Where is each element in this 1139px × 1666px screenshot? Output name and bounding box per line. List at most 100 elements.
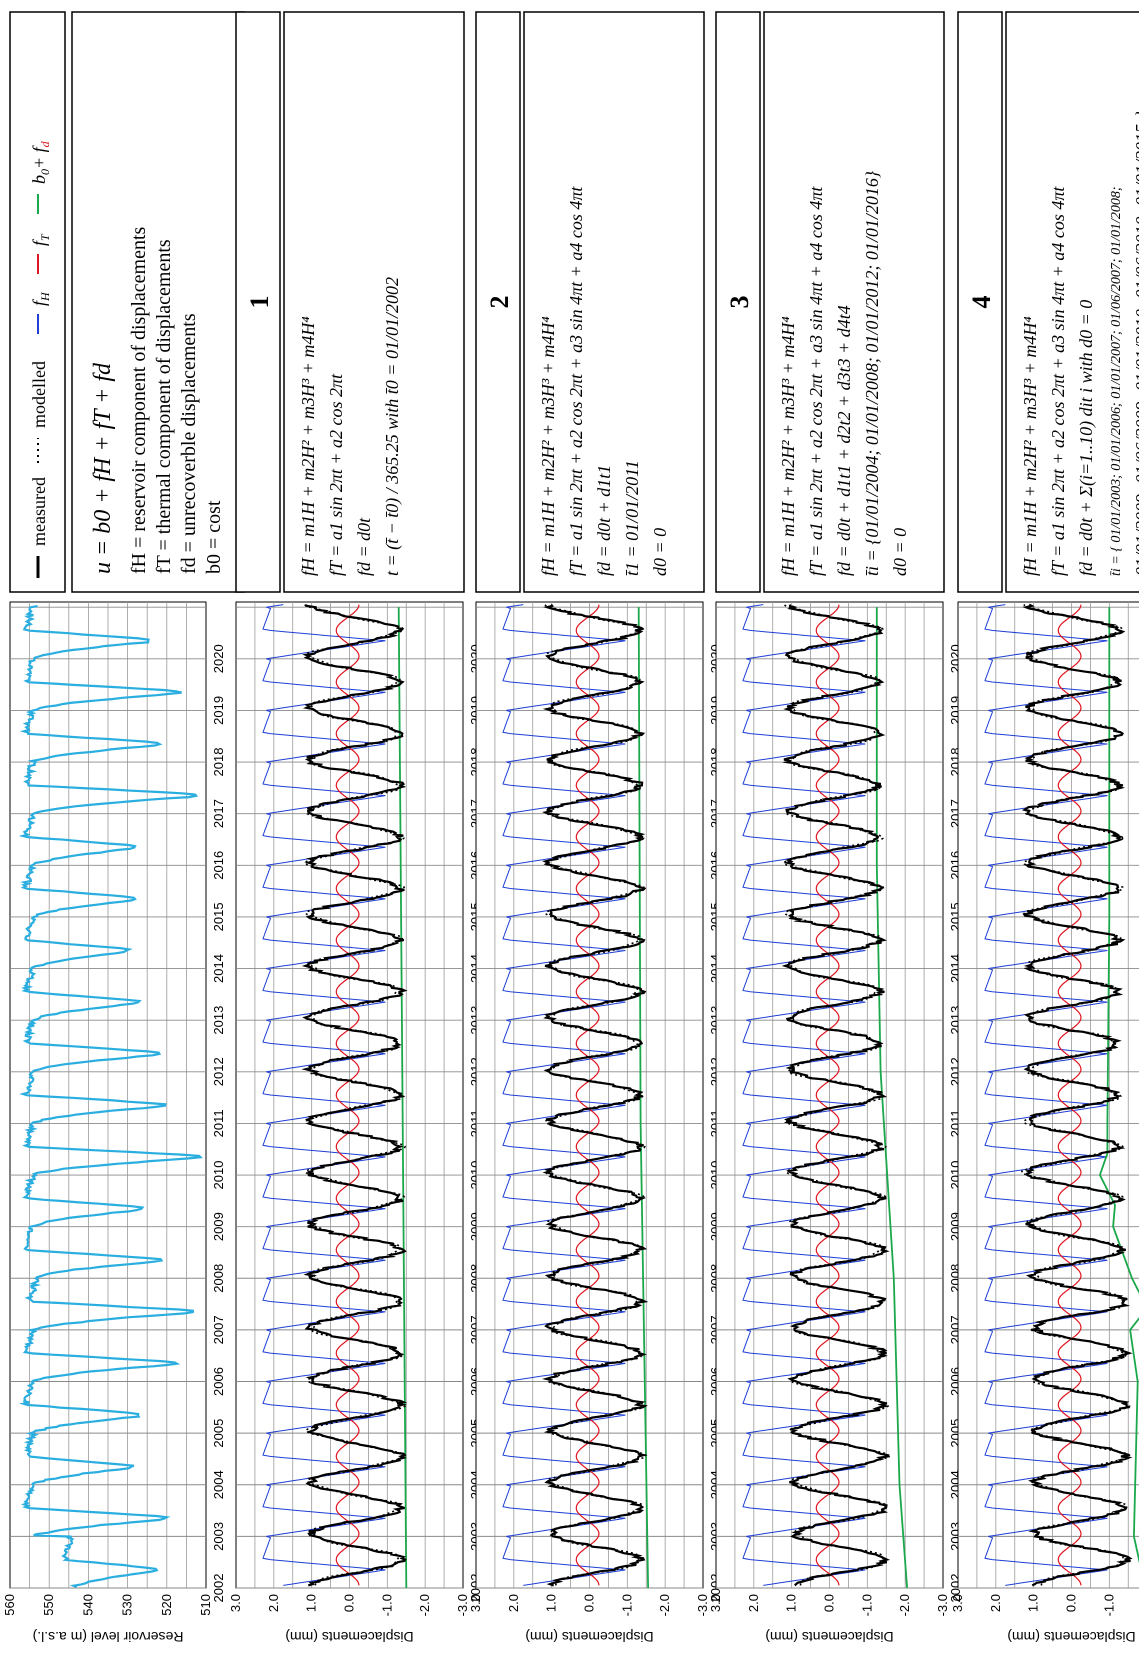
y-tick-label: 3.0 [950, 1594, 965, 1612]
y-tick-label: 1.0 [784, 1594, 799, 1612]
y-tick-label: 550 [41, 1594, 56, 1616]
x-tick-label: 2002 [211, 1574, 226, 1603]
y-tick-label: 0.0 [822, 1594, 837, 1612]
model-number-box [957, 11, 1003, 593]
y-tick-label: -3.0 [935, 1594, 950, 1616]
series-fT [575, 604, 600, 1586]
x-tick-label: 2003 [211, 1522, 226, 1551]
series-reservoir-level [18, 605, 203, 1589]
model-formula-box [1005, 11, 1139, 593]
model-formula-line: t̄i = { 01/01/2003; 01/01/2006; 01/01/20… [1109, 186, 1124, 576]
model-number-box [475, 11, 521, 593]
x-tick-label: 2013 [211, 1006, 226, 1035]
model-variant-boxes: 1 fH = m1H + m2H² + m3H³ + m4H⁴ fT = a1 si… [235, 11, 1139, 593]
model-formula-line: t̄i = {01/01/2004; 01/01/2008; 01/01/201… [862, 170, 882, 576]
series-b0-fd [637, 607, 649, 1589]
model-formula-line: d0 = 0 [650, 528, 670, 576]
series-measured [781, 604, 891, 1587]
legend: measured modelled fH fT b0+ fd [9, 11, 66, 593]
y-axis-label: Displacements (mm) [285, 1629, 413, 1645]
y-tick-label: 540 [80, 1594, 95, 1616]
x-tick-label: 2017 [211, 799, 226, 828]
series-modelled [303, 603, 407, 1586]
model-formula-line: fT = a1 sin 2πt + a2 cos 2πt + a3 sin 4π… [1048, 186, 1068, 576]
x-tick-label: 2006 [211, 1367, 226, 1396]
model-formula-line: 01/01/2009; 01/06/2009; 01/01/2010; 01/0… [1132, 110, 1139, 576]
x-tick-label: 2020 [211, 644, 226, 673]
chart-panel-3: 2002200320042005200620072008200920102011… [708, 601, 963, 1645]
y-tick-label: -1.0 [379, 1594, 394, 1616]
x-tick-label: 2009 [211, 1212, 226, 1241]
x-tick-label: 2005 [211, 1419, 226, 1448]
model-line-4: b0 = cost [203, 500, 225, 574]
y-tick-label: 520 [159, 1594, 174, 1616]
y-tick-label: 1.0 [304, 1594, 319, 1612]
y-tick-label: 560 [2, 1594, 17, 1616]
y-tick-label: -3.0 [695, 1594, 710, 1616]
y-tick-label: -2.0 [897, 1594, 912, 1616]
model-line-1: fH = reservoir component of displacement… [128, 226, 150, 574]
x-tick-label: 2011 [211, 1109, 226, 1137]
model-formula-line: fd = d0t + Σ(i=1..10) dit i with d0 = 0 [1076, 300, 1097, 576]
y-axis-label: Displacements (mm) [525, 1629, 653, 1645]
chart-panel-4: 2002200320042005200620072008200920102011… [950, 601, 1139, 1645]
model-line-2: fT = thermal component of displacements [153, 239, 175, 574]
y-tick-label: 1.0 [1026, 1594, 1041, 1612]
legend-b0fd-subd: d [38, 140, 52, 147]
legend-b0fd-plus: + f [29, 144, 49, 169]
model-formula-line: t = (t̄ − t̄0) / 365.25 with t̄0 = 01/01… [382, 277, 403, 576]
legend-label-measured: measured [29, 477, 49, 546]
series-fT [815, 604, 840, 1586]
y-tick-label: 0.0 [342, 1594, 357, 1612]
y-tick-label: 2.0 [988, 1594, 1003, 1612]
model-number: 3 [725, 296, 754, 309]
model-formula-line: fH = m1H + m2H² + m3H³ + m4H⁴ [538, 316, 558, 576]
model-formula-line: fH = m1H + m2H² + m3H³ + m4H⁴ [778, 316, 798, 576]
x-tick-label: 2016 [211, 851, 226, 880]
model-box: u = b0 + fH + fT + fd fH = reservoir com… [71, 11, 245, 593]
legend-box [9, 11, 66, 593]
model-formula-line: t̄1 = 01/01/2011 [622, 460, 642, 576]
model-formula-line: d0 = 0 [890, 528, 910, 576]
legend-b0fd-sub0: 0 [38, 169, 52, 175]
y-tick-label: 0.0 [1064, 1594, 1079, 1612]
legend-label-modelled: modelled [29, 361, 49, 428]
model-formula-line: fH = m1H + m2H² + m3H³ + m4H⁴ [298, 316, 318, 576]
legend-label-b0fd: b0+ fd [29, 140, 52, 184]
model-formula-box [283, 11, 465, 593]
x-tick-label: 2019 [211, 696, 226, 725]
y-tick-label: 3.0 [468, 1594, 483, 1612]
y-axis-label: Displacements (mm) [765, 1629, 893, 1645]
model-variant-4: 4 fH = m1H + m2H² + m3H³ + m4H⁴ fT = a1 si… [957, 11, 1139, 593]
x-tick-label: 2018 [211, 748, 226, 777]
model-number: 1 [245, 296, 274, 309]
y-tick-label: -3.0 [455, 1594, 470, 1616]
legend-label-fT: fT [29, 233, 52, 246]
chart-panel-2: 2002200320042005200620072008200920102011… [468, 601, 723, 1645]
series-fH [502, 604, 626, 1586]
y-tick-label: 2.0 [506, 1594, 521, 1612]
legend-fH-sub: H [38, 291, 52, 302]
series-fT [1057, 604, 1082, 1586]
model-formula-line: fT = a1 sin 2πt + a2 cos 2πt [326, 373, 346, 576]
legend-fT-f: f [29, 238, 49, 246]
y-tick-label: 530 [120, 1594, 135, 1616]
model-formula-line: fd = d0t [354, 517, 374, 576]
y-tick-label: 510 [198, 1594, 213, 1616]
legend-label-fH: fH [29, 291, 52, 306]
x-tick-label: 2012 [211, 1057, 226, 1086]
x-tick-label: 2010 [211, 1161, 226, 1190]
y-tick-label: -1.0 [619, 1594, 634, 1616]
model-formula-line: fd = d0t + d1t1 [594, 465, 614, 576]
y-tick-label: -2.0 [417, 1594, 432, 1616]
model-variant-3: 3 fH = m1H + m2H² + m3H³ + m4H⁴ fT = a1 si… [715, 11, 945, 593]
series-modelled [1020, 603, 1131, 1586]
y-axis-label: Displacements (mm) [1007, 1629, 1135, 1645]
series-measured [301, 604, 408, 1587]
x-tick-label: 2015 [211, 902, 226, 931]
series-modelled [782, 603, 890, 1586]
series-b0-fd [1098, 607, 1139, 1589]
y-tick-label: -2.0 [657, 1594, 672, 1616]
